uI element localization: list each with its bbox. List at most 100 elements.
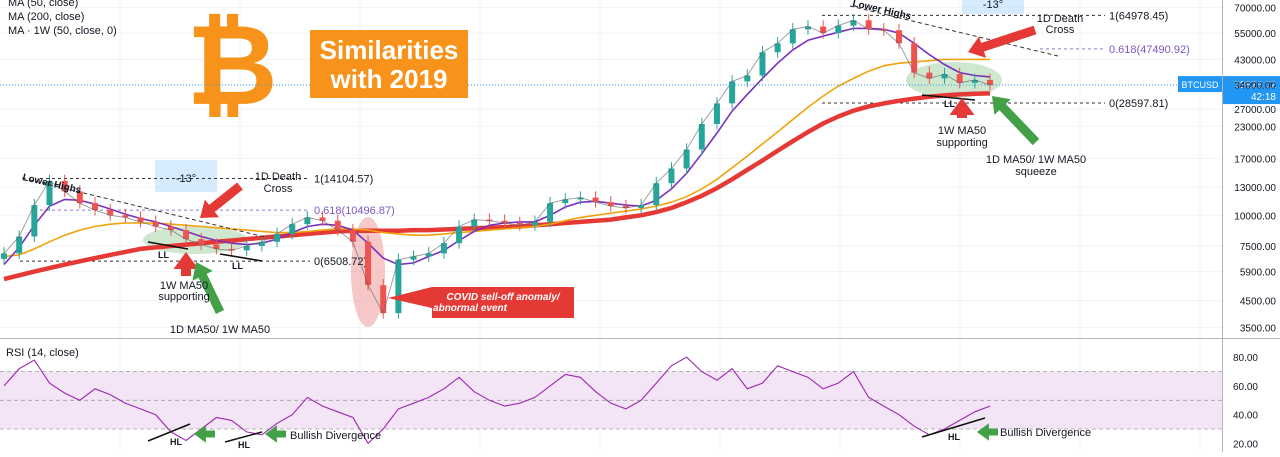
arrow-squeeze-2021 — [992, 96, 1040, 146]
lower-highs-line-2021 — [849, 5, 1059, 57]
price-candle — [152, 221, 159, 227]
price-candle — [804, 26, 811, 30]
bitcoin-logo-glyph: ₿ — [186, 3, 277, 128]
price-candle — [198, 239, 205, 245]
rsi-axis-tick-label: 40.00 — [1233, 411, 1258, 422]
angle-box-2019 — [155, 160, 217, 192]
title-line-2: with 2019 — [330, 64, 448, 94]
squeeze-label-2019: 1D MA50/ 1W MA50 — [170, 324, 270, 336]
price-candle — [167, 226, 174, 231]
price-candle — [349, 230, 356, 242]
price-candle — [76, 191, 83, 204]
price-candle — [289, 224, 296, 234]
support-label-2019-b: supporting — [158, 291, 209, 303]
price-candle — [274, 233, 281, 242]
price-axis-tick-label: 7500.00 — [1240, 242, 1277, 253]
price-axis-tick-label: 13000.00 — [1234, 183, 1276, 194]
covid-callout-shape — [388, 287, 574, 318]
ma-50-line — [3, 27, 991, 266]
price-tag-countdown: 42:18 — [1251, 92, 1276, 103]
price-candle — [987, 79, 993, 86]
price-candle — [895, 30, 902, 44]
price-candle — [562, 199, 569, 204]
hl-label-2021: HL — [948, 432, 960, 442]
hl-line-2021 — [921, 417, 986, 438]
price-axis-tick-label: 4500.00 — [1240, 297, 1277, 308]
price-candle — [304, 217, 311, 225]
price-candle — [774, 43, 781, 53]
price-candle — [683, 149, 690, 169]
price-axis-tick-label: 5900.00 — [1240, 268, 1277, 279]
price-candle — [789, 29, 796, 44]
price-candle — [713, 103, 720, 124]
price-candle — [1, 253, 7, 259]
price-candle — [213, 244, 220, 249]
fib-level-label: 1(14104.57) — [314, 174, 373, 186]
price-candle — [456, 226, 463, 244]
ll-line-2019-a — [147, 241, 189, 250]
support-label-2021-a: 1W MA50 — [938, 125, 986, 137]
covid-callout-line-2: abnormal event — [433, 303, 508, 314]
price-candle — [911, 43, 918, 73]
price-candle — [16, 236, 23, 254]
price-axis-tick-label: 70000.00 — [1234, 3, 1276, 14]
support-label-2021-b: supporting — [936, 137, 987, 149]
price-axis-tick-label: 43000.00 — [1234, 55, 1276, 66]
death-cross-label-2019-a: 1D Death — [255, 171, 301, 183]
price-candle — [577, 197, 584, 200]
price-candle — [820, 26, 827, 34]
rsi-axis-tick-label: 60.00 — [1233, 382, 1258, 393]
price-line — [3, 19, 991, 315]
price-candle — [850, 20, 857, 26]
price-candle — [471, 219, 478, 227]
rsi-arrow-2019-a — [194, 425, 215, 443]
ll-label-2019-a: LL — [158, 250, 169, 260]
price-candle — [122, 215, 129, 218]
price-axis-tick-label: 3500.00 — [1240, 323, 1277, 334]
price-candle — [334, 220, 341, 231]
price-candle — [547, 203, 554, 222]
price-candle — [137, 217, 144, 222]
price-candle — [835, 25, 842, 34]
legend-ma50[interactable]: MA (50, close) — [8, 0, 79, 9]
fib-level-label: 0.618(10496.87) — [314, 205, 395, 217]
rsi-axis-tick-label: 20.00 — [1233, 439, 1258, 450]
rsi-axis-tick-label: 80.00 — [1233, 353, 1258, 364]
price-candle — [607, 202, 614, 207]
death-cross-label-2021-b: Cross — [1046, 24, 1075, 36]
covid-callout-line-1: COVID sell-off anomaly/ — [446, 292, 560, 303]
price-candle — [971, 79, 978, 83]
price-candle — [622, 206, 629, 209]
price-candle — [243, 246, 250, 251]
price-axis-tick-label: 34000.00 — [1234, 81, 1276, 92]
fib-level-label: 0(28597.81) — [1109, 98, 1168, 110]
bullish-divergence-label-2019: Bullish Divergence — [290, 430, 381, 442]
death-cross-label-2021-a: 1D Death — [1037, 13, 1083, 25]
price-candle — [31, 205, 38, 237]
ll-line-2019-b — [219, 253, 263, 262]
price-axis-tick-label: 27000.00 — [1234, 105, 1276, 116]
price-tag — [1223, 76, 1280, 105]
title-badge: Similarities with 2019 — [310, 30, 468, 98]
price-candle — [107, 210, 114, 216]
price-axis-tick-label: 55000.00 — [1234, 29, 1276, 40]
price-candle — [926, 72, 933, 79]
angle-box-2021 — [962, 0, 1024, 14]
price-candle — [92, 203, 99, 211]
legend-ma200[interactable]: MA (200, close) — [8, 11, 85, 23]
price-candle — [516, 223, 523, 226]
title-line-1: Similarities — [319, 35, 459, 65]
price-candle — [319, 217, 326, 221]
legend-ma1w[interactable]: MA · 1W (50, close, 0) — [8, 25, 117, 37]
price-axis-tick-label: 23000.00 — [1234, 122, 1276, 133]
price-candle — [956, 74, 963, 83]
arrow-support-2019 — [173, 252, 199, 276]
arrow-death-cross-2021 — [968, 25, 1037, 58]
price-candle — [183, 230, 190, 240]
price-candle — [258, 241, 265, 247]
squeeze-label-2021-a: 1D MA50/ 1W MA50 — [986, 154, 1086, 166]
price-axis-tick-label: 10000.00 — [1234, 211, 1276, 222]
price-candle — [410, 256, 417, 260]
